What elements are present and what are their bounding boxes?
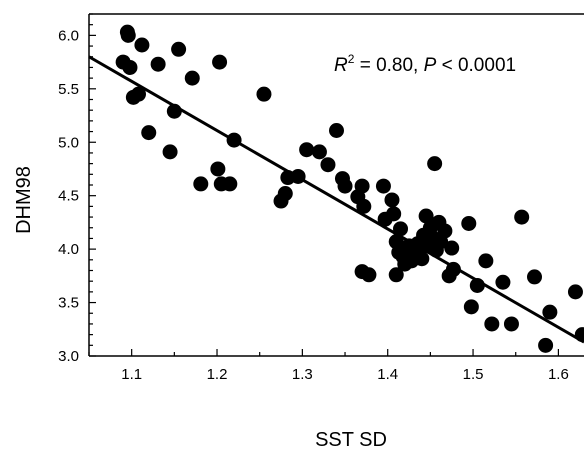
data-point [478, 253, 494, 269]
data-point [290, 168, 306, 184]
data-point [514, 209, 530, 225]
data-point [120, 27, 136, 43]
data-point [495, 274, 511, 290]
data-point [386, 206, 402, 222]
y-tick-label: 3.0 [58, 348, 79, 365]
regression-line [88, 55, 584, 344]
p-value: < 0.0001 [436, 55, 516, 76]
data-point [437, 223, 453, 239]
x-axis-ticks: 1.1 1.2 1.3 1.4 1.5 1.6 [88, 349, 569, 383]
y-axis-label: DHM98 [13, 166, 35, 234]
data-points [115, 24, 584, 353]
x-tick-label: 1.5 [463, 366, 484, 383]
data-point [256, 86, 272, 102]
data-point [527, 269, 542, 285]
data-point [484, 316, 500, 332]
data-point [354, 178, 370, 194]
data-point [134, 37, 150, 53]
data-point [166, 103, 182, 119]
data-point [171, 41, 187, 57]
x-tick-label: 1.6 [548, 366, 569, 383]
data-point [574, 327, 584, 343]
data-point [141, 125, 157, 141]
data-point [212, 54, 228, 70]
data-point [418, 208, 434, 224]
data-point [445, 261, 461, 277]
data-point [131, 86, 146, 102]
y-tick-label: 3.5 [58, 295, 79, 312]
y-tick-label: 5.5 [58, 81, 79, 98]
data-point [150, 56, 166, 72]
x-axis-label: SST SD [315, 429, 387, 451]
data-point [538, 337, 554, 353]
data-point [393, 221, 409, 237]
stats-annotation: R2 = 0.80, P < 0.0001 [334, 52, 516, 76]
data-point [384, 192, 400, 208]
r-symbol: R [334, 55, 348, 76]
data-point [567, 284, 583, 300]
data-point [503, 316, 519, 332]
data-point [210, 161, 226, 177]
data-point [356, 198, 372, 214]
x-tick-label: 1.4 [377, 366, 398, 383]
x-tick-label: 1.2 [207, 366, 228, 383]
y-tick-label: 5.0 [58, 134, 79, 151]
data-point [193, 176, 209, 192]
data-point [361, 267, 377, 283]
y-tick-label: 6.0 [58, 27, 79, 44]
data-point [414, 251, 430, 267]
data-point [226, 132, 242, 148]
data-point [320, 157, 336, 173]
y-tick-label: 4.0 [58, 241, 79, 258]
data-point [162, 144, 178, 160]
data-point [444, 240, 460, 256]
data-point [184, 70, 200, 86]
data-point [329, 122, 344, 138]
p-symbol: P [424, 55, 437, 76]
data-point [222, 176, 238, 192]
data-point [337, 178, 353, 194]
x-tick-label: 1.1 [121, 366, 142, 383]
data-point [375, 178, 391, 194]
data-point [542, 304, 558, 320]
r-power: 2 [348, 52, 355, 66]
y-axis-ticks: 3.0 3.5 4.0 4.5 5.0 5.5 6.0 [58, 13, 96, 365]
data-point [277, 186, 293, 202]
data-point [469, 277, 485, 293]
data-point [461, 215, 477, 231]
data-point [388, 267, 404, 283]
data-point [299, 142, 315, 158]
data-point [427, 156, 443, 172]
data-point [311, 144, 327, 160]
r-value: = 0.80, [354, 55, 423, 76]
data-point [463, 299, 479, 315]
x-tick-label: 1.3 [292, 366, 313, 383]
data-point [122, 59, 138, 75]
y-tick-label: 4.5 [58, 188, 79, 205]
